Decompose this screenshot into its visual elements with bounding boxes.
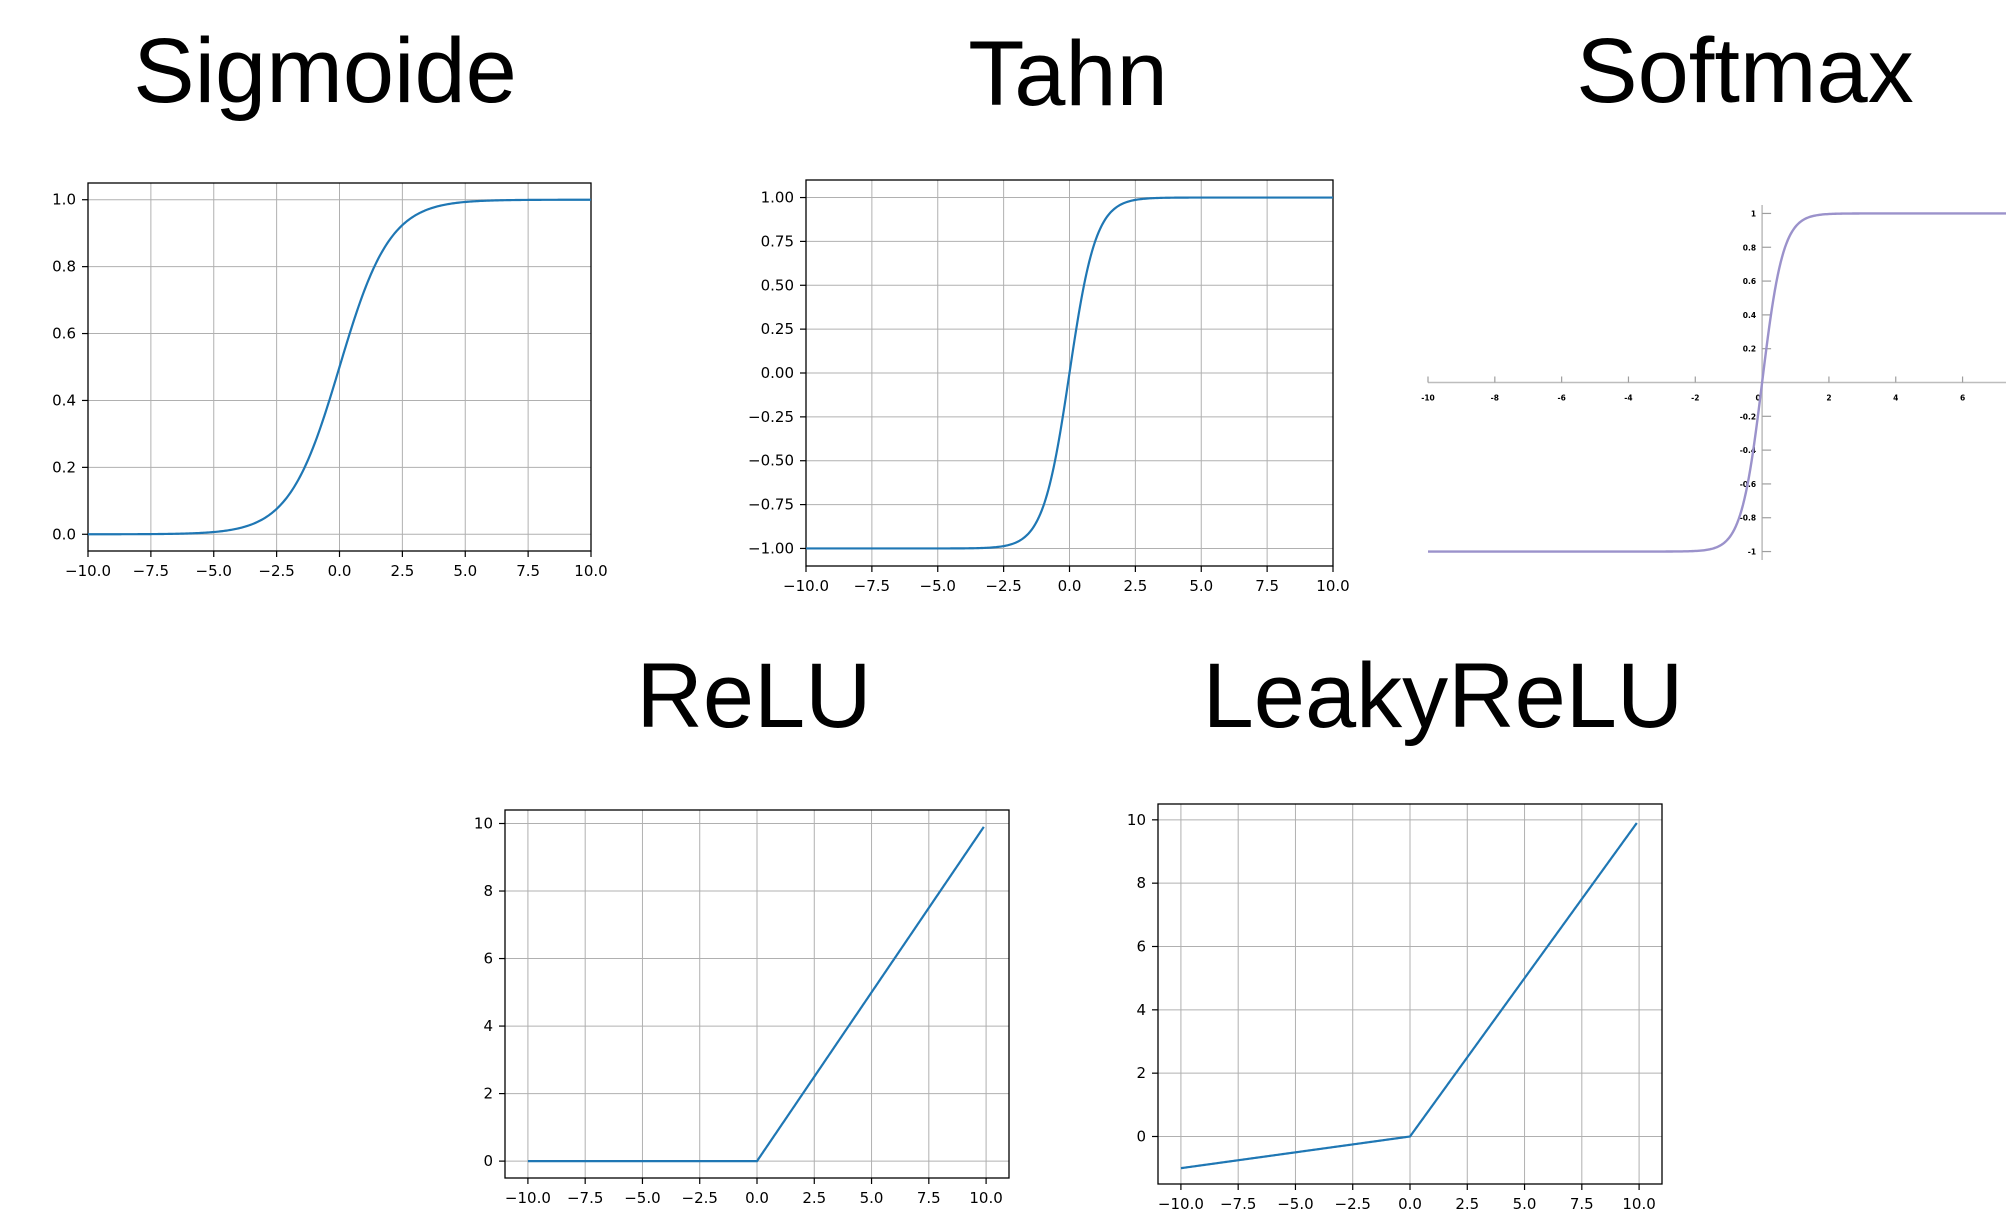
chart-relu: −10.0 −7.5 −5.0 −2.5 0.0 2.5 5.0 7.5 10.0 0 2 4 6 8 10 xyxy=(474,809,1010,1207)
x-tick-label: −2.5 xyxy=(682,1189,718,1207)
y-tick-label: 0 xyxy=(483,1152,493,1170)
chart-softmax: -10 -8 -6 -4 -2 0 2 4 6-1-0.8-0.6-0.4-0.20.20.40… xyxy=(1421,205,2006,560)
x-tick-label: -8 xyxy=(1491,394,1499,403)
x-tick-label: 2.5 xyxy=(1123,577,1147,595)
x-tick-label: −5.0 xyxy=(196,562,232,580)
x-tick-label: −7.5 xyxy=(854,577,890,595)
y-tick-label: −0.25 xyxy=(748,408,794,426)
y-tick-label: 0.25 xyxy=(761,320,794,338)
y-tick-label: 10 xyxy=(1127,811,1146,829)
y-tick-label: -1 xyxy=(1748,548,1756,557)
chart-tanh: −10.0 −7.5 −5.0 −2.5 0.0 2.5 5.0 7.5 10.0 −1.00 −0… xyxy=(748,179,1350,595)
series-line xyxy=(1180,822,1638,1170)
y-tick-label: −1.00 xyxy=(748,539,794,557)
series-line xyxy=(1428,212,2006,553)
x-tick-label: −2.5 xyxy=(1335,1195,1371,1209)
y-tick-label: 0.4 xyxy=(1743,311,1756,320)
title-leakyrelu: LeakyReLU xyxy=(1202,645,1684,747)
y-tick-label: 0.8 xyxy=(52,258,76,276)
y-tick-label: 0 xyxy=(1136,1128,1146,1146)
x-tick-label: −10.0 xyxy=(1158,1195,1204,1209)
y-tick-label: 0.6 xyxy=(52,325,76,343)
x-tick-label: 6 xyxy=(1960,394,1965,403)
y-tick-label: 1.00 xyxy=(761,189,794,207)
y-tick-label: −0.75 xyxy=(748,496,794,514)
x-tick-label: −10.0 xyxy=(505,1189,551,1207)
y-tick-label: 4 xyxy=(483,1017,493,1035)
x-tick-label: −10.0 xyxy=(783,577,829,595)
x-tick-label: −10.0 xyxy=(65,562,111,580)
y-tick-label: 1 xyxy=(1751,209,1756,218)
x-tick-label: 0.0 xyxy=(1058,577,1082,595)
x-tick-label: 10.0 xyxy=(574,562,607,580)
chart-leaky: −10.0 −7.5 −5.0 −2.5 0.0 2.5 5.0 7.5 10.0 0 2 4 6 8 10 xyxy=(1127,803,1663,1209)
x-tick-label: −2.5 xyxy=(258,562,294,580)
y-tick-label: 8 xyxy=(1136,874,1146,892)
series-line xyxy=(806,196,1333,550)
x-tick-label: 0.0 xyxy=(745,1189,769,1207)
title-tanh: Tahn xyxy=(968,23,1168,125)
x-tick-label: −7.5 xyxy=(133,562,169,580)
y-tick-label: 4 xyxy=(1136,1001,1146,1019)
y-tick-label: −0.50 xyxy=(748,452,794,470)
x-tick-label: 2.5 xyxy=(802,1189,826,1207)
x-tick-label: 0 xyxy=(1755,394,1760,403)
x-tick-label: 7.5 xyxy=(516,562,540,580)
x-tick-label: 0.0 xyxy=(1398,1195,1422,1209)
x-tick-label: -10 xyxy=(1421,394,1435,403)
y-tick-label: 0.4 xyxy=(52,391,76,409)
y-tick-label: 6 xyxy=(483,950,493,968)
y-tick-label: 6 xyxy=(1136,938,1146,956)
x-tick-label: 2.5 xyxy=(390,562,414,580)
title-sigmoid: Sigmoide xyxy=(133,20,517,122)
x-tick-label: -6 xyxy=(1557,394,1565,403)
y-tick-label: 0.6 xyxy=(1743,277,1756,286)
x-tick-label: −2.5 xyxy=(985,577,1021,595)
y-tick-label: 0.75 xyxy=(761,232,794,250)
y-tick-label: 0.8 xyxy=(1743,243,1756,252)
y-tick-label: 0.00 xyxy=(761,364,794,382)
x-tick-label: −7.5 xyxy=(567,1189,603,1207)
y-tick-label: -0.4 xyxy=(1740,446,1756,455)
y-tick-label: 2 xyxy=(483,1085,493,1103)
x-tick-label: −5.0 xyxy=(920,577,956,595)
x-tick-label: 10.0 xyxy=(969,1189,1002,1207)
title-relu: ReLU xyxy=(636,645,872,747)
x-tick-label: 2 xyxy=(1826,394,1831,403)
y-tick-label: 2 xyxy=(1136,1064,1146,1082)
x-tick-label: 5.0 xyxy=(1513,1195,1537,1209)
x-tick-label: -2 xyxy=(1691,394,1699,403)
y-tick-label: 0.0 xyxy=(52,525,76,543)
x-tick-label: −5.0 xyxy=(1277,1195,1313,1209)
series-line xyxy=(88,198,591,536)
x-tick-label: 5.0 xyxy=(1189,577,1213,595)
x-tick-label: 5.0 xyxy=(860,1189,884,1207)
x-tick-label: -4 xyxy=(1624,394,1632,403)
x-tick-label: −7.5 xyxy=(1220,1195,1256,1209)
y-tick-label: 0.2 xyxy=(1743,345,1756,354)
y-tick-label: 10 xyxy=(474,815,493,833)
title-softmax: Softmax xyxy=(1576,20,1914,122)
y-tick-label: 0.2 xyxy=(52,458,76,476)
series-line xyxy=(527,826,985,1163)
x-tick-label: 4 xyxy=(1893,394,1898,403)
x-tick-label: 7.5 xyxy=(917,1189,941,1207)
x-tick-label: 5.0 xyxy=(453,562,477,580)
y-tick-label: -0.8 xyxy=(1740,514,1756,523)
x-tick-label: −5.0 xyxy=(624,1189,660,1207)
x-tick-label: 2.5 xyxy=(1455,1195,1479,1209)
y-tick-label: -0.2 xyxy=(1740,412,1756,421)
x-tick-label: 0.0 xyxy=(328,562,352,580)
y-tick-label: 0.50 xyxy=(761,276,794,294)
x-tick-label: 10.0 xyxy=(1316,577,1349,595)
y-tick-label: 8 xyxy=(483,882,493,900)
x-tick-label: 10.0 xyxy=(1622,1195,1655,1209)
x-tick-label: 7.5 xyxy=(1570,1195,1594,1209)
x-tick-label: 7.5 xyxy=(1255,577,1279,595)
y-tick-label: 1.0 xyxy=(52,191,76,209)
chart-sigmoid: −10.0 −7.5 −5.0 −2.5 0.0 2.5 5.0 7.5 10.0 0.0 0.2 0… xyxy=(52,182,608,580)
